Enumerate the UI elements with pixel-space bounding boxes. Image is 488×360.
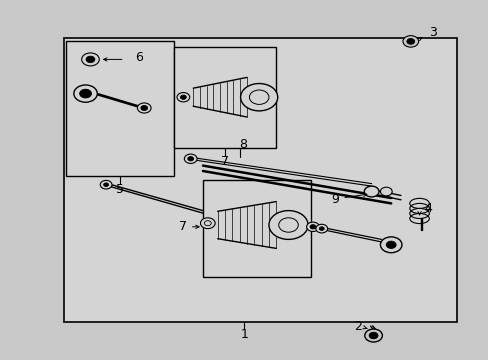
Circle shape (309, 225, 315, 229)
Text: 1: 1 (240, 328, 248, 341)
Bar (63, 38, 456, 322)
Circle shape (406, 39, 414, 44)
Circle shape (402, 36, 418, 47)
Text: 9: 9 (331, 193, 339, 206)
Circle shape (74, 85, 97, 102)
Circle shape (81, 53, 99, 66)
Circle shape (306, 222, 319, 231)
Circle shape (200, 218, 215, 229)
Bar (66, 41, 173, 176)
Circle shape (386, 241, 395, 248)
Circle shape (380, 187, 391, 196)
Bar (173, 47, 276, 148)
Circle shape (240, 84, 277, 111)
Circle shape (364, 186, 378, 197)
Circle shape (380, 237, 401, 253)
Circle shape (86, 56, 95, 63)
Text: 7: 7 (221, 155, 228, 168)
Text: 5: 5 (116, 183, 123, 195)
Circle shape (180, 95, 186, 99)
Text: 4: 4 (423, 202, 431, 215)
Bar (203, 180, 310, 277)
Circle shape (315, 224, 327, 233)
Circle shape (268, 211, 307, 239)
Circle shape (103, 183, 108, 186)
Circle shape (368, 332, 377, 339)
Text: 8: 8 (239, 138, 247, 150)
Circle shape (184, 154, 197, 163)
Circle shape (319, 227, 324, 230)
Circle shape (364, 329, 382, 342)
Circle shape (80, 89, 91, 98)
Circle shape (100, 180, 112, 189)
Text: 2: 2 (354, 320, 362, 333)
Text: 7: 7 (179, 220, 187, 233)
Circle shape (141, 105, 147, 111)
Circle shape (177, 93, 189, 102)
Text: 6: 6 (135, 51, 143, 64)
Circle shape (137, 103, 151, 113)
Text: 3: 3 (428, 26, 436, 39)
Circle shape (187, 157, 193, 161)
